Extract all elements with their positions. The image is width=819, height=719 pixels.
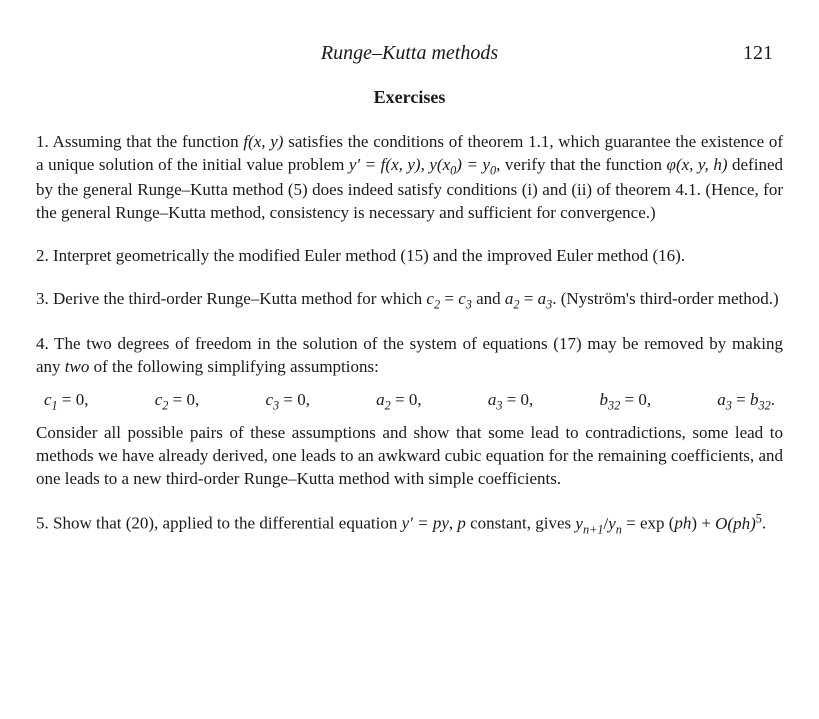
math: p bbox=[457, 514, 466, 533]
eq-a3: a3 = 0, bbox=[488, 389, 533, 414]
text: constant, gives bbox=[466, 514, 576, 533]
math: f(x, y) bbox=[243, 132, 283, 151]
exercise-3: 3. Derive the third-order Runge–Kutta me… bbox=[36, 288, 783, 313]
exercise-5: 5. Show that (20), applied to the differ… bbox=[36, 510, 783, 538]
page-number: 121 bbox=[723, 40, 773, 67]
text: ) + bbox=[691, 514, 715, 533]
eq-a2: a2 = 0, bbox=[376, 389, 421, 414]
text: = exp ( bbox=[622, 514, 675, 533]
math: c3 bbox=[458, 289, 472, 308]
exercise-number: 1. bbox=[36, 132, 49, 151]
emphasis: two bbox=[65, 357, 90, 376]
exercise-4-equations: c1 = 0, c2 = 0, c3 = 0, a2 = 0, a3 = 0, … bbox=[36, 389, 783, 414]
eq-c1: c1 = 0, bbox=[44, 389, 89, 414]
eq-b32: b32 = 0, bbox=[600, 389, 652, 414]
exercise-number: 2. bbox=[36, 246, 49, 265]
math: O(ph)5 bbox=[715, 514, 762, 533]
text: . (Nyström's third-order method.) bbox=[552, 289, 778, 308]
text: Derive the third-order Runge–Kutta metho… bbox=[53, 289, 426, 308]
math: ph bbox=[674, 514, 691, 533]
eq-a3-b32: a3 = b32. bbox=[717, 389, 775, 414]
math: φ(x, y, h) bbox=[667, 155, 728, 174]
exercise-number: 3. bbox=[36, 289, 49, 308]
text: , verify that the function bbox=[496, 155, 666, 174]
text: Assuming that the function bbox=[53, 132, 244, 151]
text: Interpret geometrically the modified Eul… bbox=[53, 246, 685, 265]
text: and bbox=[472, 289, 505, 308]
exercise-2: 2. Interpret geometrically the modified … bbox=[36, 245, 783, 268]
exercise-4-continuation: Consider all possible pairs of these ass… bbox=[36, 422, 783, 491]
text: Show that (20), applied to the different… bbox=[53, 514, 402, 533]
math: y(x0) = y0 bbox=[429, 155, 496, 174]
exercise-4: 4. The two degrees of freedom in the sol… bbox=[36, 333, 783, 379]
text: . bbox=[762, 514, 766, 533]
section-title: Exercises bbox=[36, 85, 783, 109]
eq-c3: c3 = 0, bbox=[265, 389, 310, 414]
math: y′ = f(x, y) bbox=[349, 155, 421, 174]
text: of the following simplifying assumptions… bbox=[89, 357, 378, 376]
exercise-number: 4. bbox=[36, 334, 49, 353]
math: y′ = py bbox=[402, 514, 449, 533]
text: = bbox=[520, 289, 538, 308]
math: a2 bbox=[505, 289, 520, 308]
exercise-number: 5. bbox=[36, 514, 49, 533]
text: = bbox=[440, 289, 458, 308]
page-header: Runge–Kutta methods 121 bbox=[36, 40, 783, 67]
math: c2 bbox=[426, 289, 440, 308]
exercise-1: 1. Assuming that the function f(x, y) sa… bbox=[36, 131, 783, 225]
math: yn+1/yn bbox=[575, 514, 621, 533]
math: a3 bbox=[538, 289, 553, 308]
running-head: Runge–Kutta methods bbox=[96, 40, 723, 67]
eq-c2: c2 = 0, bbox=[155, 389, 200, 414]
